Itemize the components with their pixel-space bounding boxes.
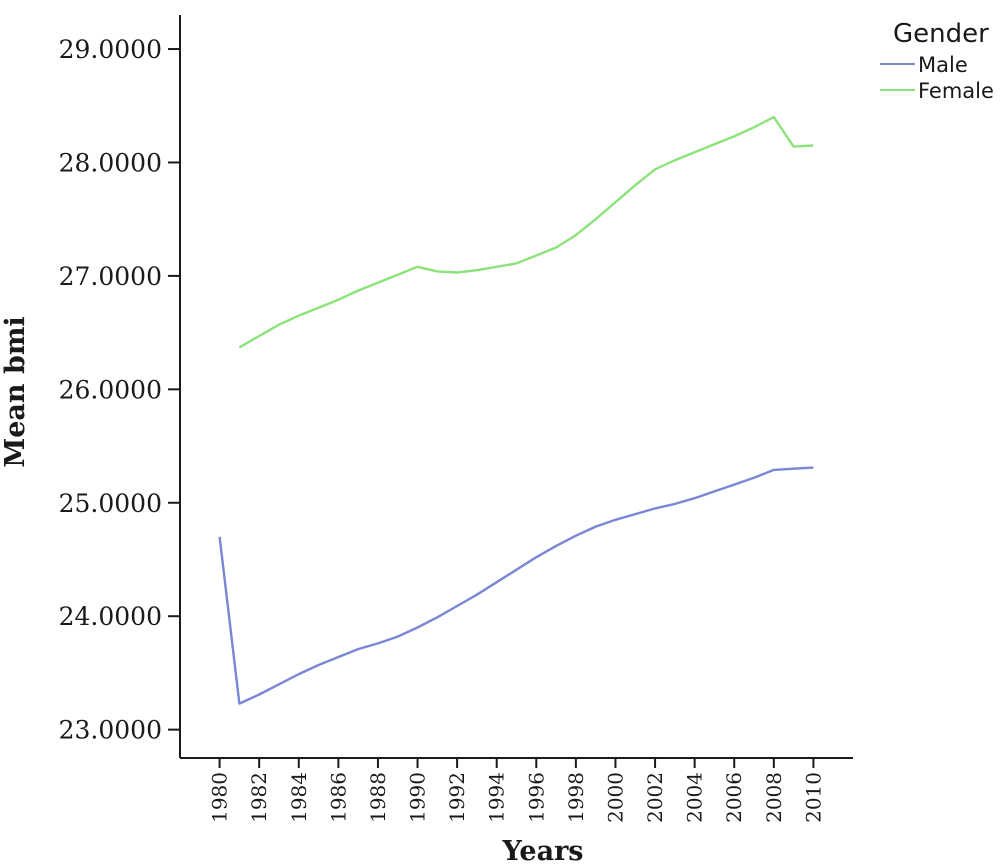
x-tick-label: 1996 [524, 772, 548, 823]
legend: Gender Male Female [880, 19, 994, 103]
y-tick-label: 23.0000 [59, 716, 162, 745]
x-tick-label: 1980 [208, 772, 232, 823]
axes [179, 15, 853, 759]
x-tick-label: 2010 [801, 772, 825, 823]
y-axis-title: Mean bmi [0, 316, 31, 467]
x-tick-label: 1992 [445, 772, 469, 823]
x-ticks: 1980 1982 1984 1986 1988 1990 1992 1994 1996 1998… [208, 758, 825, 823]
legend-label-male: Male [918, 53, 968, 77]
x-tick-label: 2000 [603, 772, 627, 823]
y-tick-label: 28.0000 [59, 148, 162, 177]
plot-lines [218, 115, 814, 705]
x-tick-label: 1988 [366, 772, 390, 823]
x-tick-label: 1998 [564, 772, 588, 823]
legend-title: Gender [893, 19, 989, 49]
x-axis-title: Years [501, 836, 583, 867]
x-tick-label: 2008 [762, 772, 786, 823]
x-tick-label: 2004 [683, 772, 707, 823]
series-line-male [218, 466, 814, 705]
x-tick-label: 2002 [643, 772, 667, 823]
x-tick-label: 1986 [326, 772, 350, 823]
y-tick-label: 25.0000 [59, 489, 162, 518]
series-line-female [238, 115, 814, 349]
x-tick-label: 2006 [722, 772, 746, 823]
y-tick-label: 29.0000 [59, 35, 162, 64]
y-tick-label: 24.0000 [59, 602, 162, 631]
x-tick-label: 1990 [406, 772, 430, 823]
legend-label-female: Female [918, 79, 994, 103]
x-tick-label: 1982 [247, 772, 271, 823]
y-tick-label: 27.0000 [59, 262, 162, 291]
x-tick-label: 1994 [485, 772, 509, 823]
y-ticks: 23.0000 24.0000 25.0000 26.0000 27.0000 28.00… [59, 35, 180, 745]
y-tick-label: 26.0000 [59, 375, 162, 404]
x-tick-label: 1984 [287, 772, 311, 823]
